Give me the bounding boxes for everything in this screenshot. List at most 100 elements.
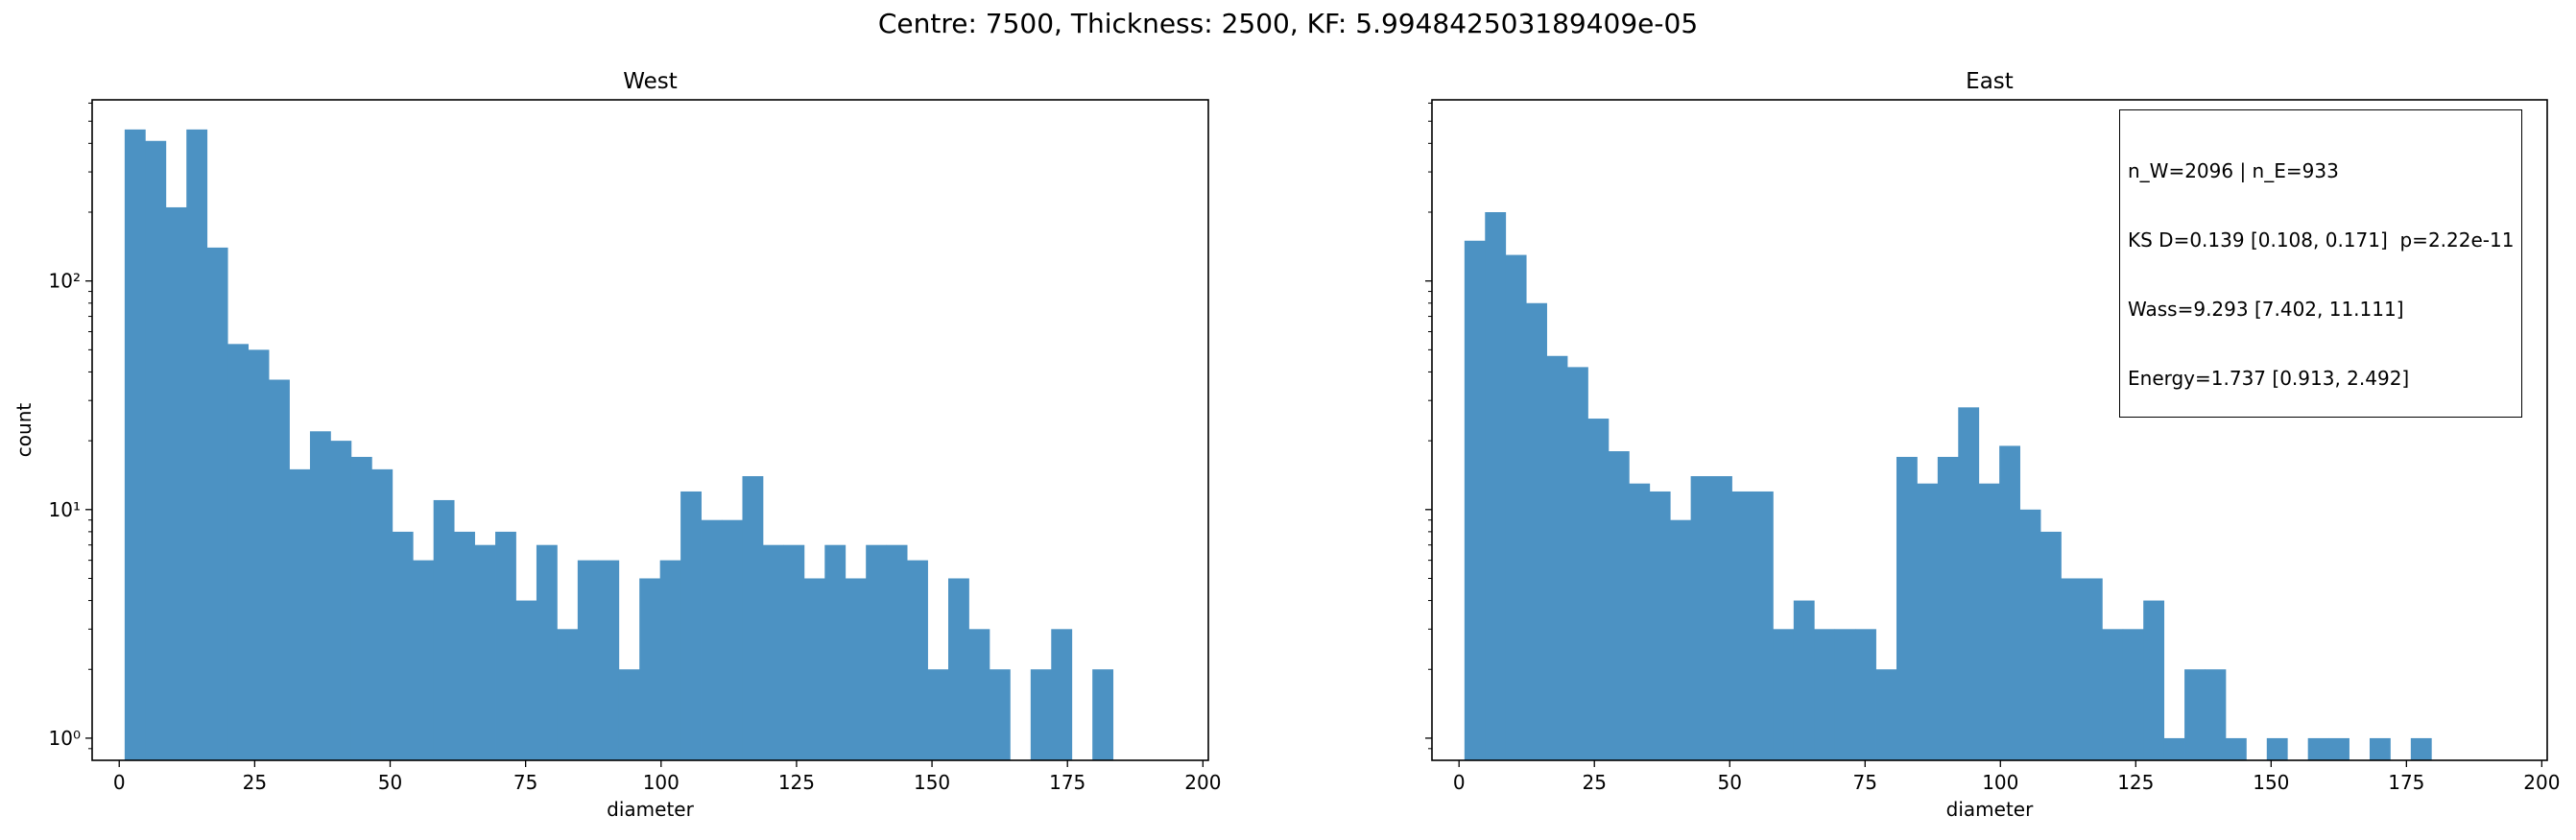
histogram-bar (1711, 476, 1732, 760)
histogram-bar (1875, 669, 1897, 760)
histogram-bar (577, 560, 599, 760)
histogram-bar (1896, 456, 1918, 760)
histogram-bar (206, 247, 228, 760)
x-tick-label: 75 (1853, 771, 1877, 794)
histogram-bars (124, 129, 1114, 760)
histogram-bar (907, 560, 928, 760)
histogram-bar (413, 560, 435, 760)
x-tick-label: 150 (914, 771, 950, 794)
histogram-bar (289, 468, 311, 760)
histogram-bar (1629, 483, 1651, 760)
x-tick-label: 0 (1453, 771, 1466, 794)
histogram-bar (1485, 212, 1507, 761)
histogram-bar (1731, 491, 1753, 760)
histogram-bar (1978, 483, 2000, 760)
histogram-bar (1526, 302, 1547, 760)
histogram-bar (371, 468, 394, 760)
histogram-bar (2205, 669, 2227, 760)
histogram-bar (392, 531, 414, 760)
x-tick-label: 150 (2253, 771, 2289, 794)
histogram-bar (927, 669, 949, 760)
histogram-bar (1670, 519, 1692, 760)
x-tick-label: 50 (1718, 771, 1742, 794)
panel-east: 0 25 50 75 100 125 150 175 200 East diameter (1425, 69, 2560, 821)
stats-line-energy: Energy=1.737 [0.913, 2.492] (2128, 367, 2410, 390)
histogram-bar (1752, 491, 1774, 760)
x-tick-label: 100 (1982, 771, 2018, 794)
histogram-bar (1917, 483, 1939, 760)
panel-west: 0 25 50 75 100 125 150 175 200 10⁰ 10¹ 10² West diame… (12, 69, 1221, 821)
histogram-bar (948, 578, 969, 760)
histogram-bar (1030, 669, 1052, 760)
histogram-bar (968, 629, 990, 760)
histogram-bar (1051, 629, 1073, 760)
histogram-bar (1690, 476, 1712, 760)
histogram-bar (659, 560, 681, 760)
axes-frame (91, 99, 1209, 761)
histogram-bar (2163, 737, 2185, 760)
histogram-bar (248, 349, 270, 760)
stats-annotation-box: n_W=2096 | n_E=933 KS D=0.139 [0.108, 0.… (2119, 109, 2523, 418)
histogram-bar (1546, 355, 1568, 760)
x-tick-label: 25 (1582, 771, 1606, 794)
histogram-bar (2307, 737, 2329, 760)
panel-title: East (1966, 69, 2014, 94)
histogram-bar (2184, 669, 2206, 760)
histogram-bar (845, 578, 867, 760)
figure-title: Centre: 7500, Thickness: 2500, KF: 5.994… (877, 8, 1699, 39)
histogram-bar (2143, 600, 2165, 760)
histogram-bar (2328, 737, 2349, 760)
x-axis-label: diameter (1946, 798, 2034, 821)
x-tick-label: 25 (243, 771, 267, 794)
histogram-bar (269, 379, 290, 760)
x-axis-label: diameter (607, 798, 694, 821)
histogram-bar (350, 456, 372, 760)
histogram-bar (2369, 737, 2391, 760)
histogram-bar (989, 669, 1011, 760)
x-tick-label: 100 (643, 771, 680, 794)
axes-frame (1431, 99, 2548, 761)
histogram-bar (186, 129, 208, 760)
histogram-bar (701, 519, 723, 760)
histogram-bar (474, 544, 496, 760)
x-tick-label: 0 (113, 771, 126, 794)
histogram-bar (1773, 629, 1795, 760)
histogram-bar (1834, 629, 1856, 760)
x-tick-label: 75 (513, 771, 537, 794)
histogram-bar (557, 629, 579, 760)
histogram-bar (762, 544, 784, 760)
histogram-bar (1937, 456, 1959, 760)
histogram-bar (2410, 737, 2432, 760)
histogram-bar (598, 560, 620, 760)
histogram-bar (1855, 629, 1876, 760)
histogram-bar (145, 140, 167, 760)
panel-title: West (623, 69, 678, 94)
histogram-bar (722, 519, 743, 760)
histogram-bar (2266, 737, 2288, 760)
histogram-bar (824, 544, 847, 760)
histogram-bar (783, 544, 805, 760)
histogram-bar (227, 344, 249, 760)
histogram-bar (2081, 578, 2103, 760)
histogram-bar (1464, 240, 1486, 760)
histogram-bar (124, 129, 146, 760)
x-tick-label: 175 (2388, 771, 2424, 794)
x-tick-label: 200 (1184, 771, 1221, 794)
histogram-bar (2061, 578, 2083, 760)
histogram-bar (680, 491, 702, 760)
y-tick-label: 10² (49, 270, 81, 293)
stats-line-counts: n_W=2096 | n_E=933 (2128, 159, 2339, 182)
x-tick-label: 125 (778, 771, 815, 794)
histogram-bar (2102, 629, 2124, 760)
x-tick-label: 175 (1049, 771, 1085, 794)
histogram-bar (2040, 531, 2062, 760)
histogram-bar (1793, 600, 1815, 760)
stats-line-ks: KS D=0.139 [0.108, 0.171] p=2.22e-11 (2128, 228, 2515, 252)
stats-line-wasserstein: Wass=9.293 [7.402, 11.111] (2128, 298, 2404, 321)
histogram-bar (165, 206, 187, 760)
histogram-bar (330, 441, 352, 760)
histogram-bars (1464, 212, 2432, 761)
x-tick-label: 50 (378, 771, 402, 794)
histogram-bar (866, 544, 888, 760)
